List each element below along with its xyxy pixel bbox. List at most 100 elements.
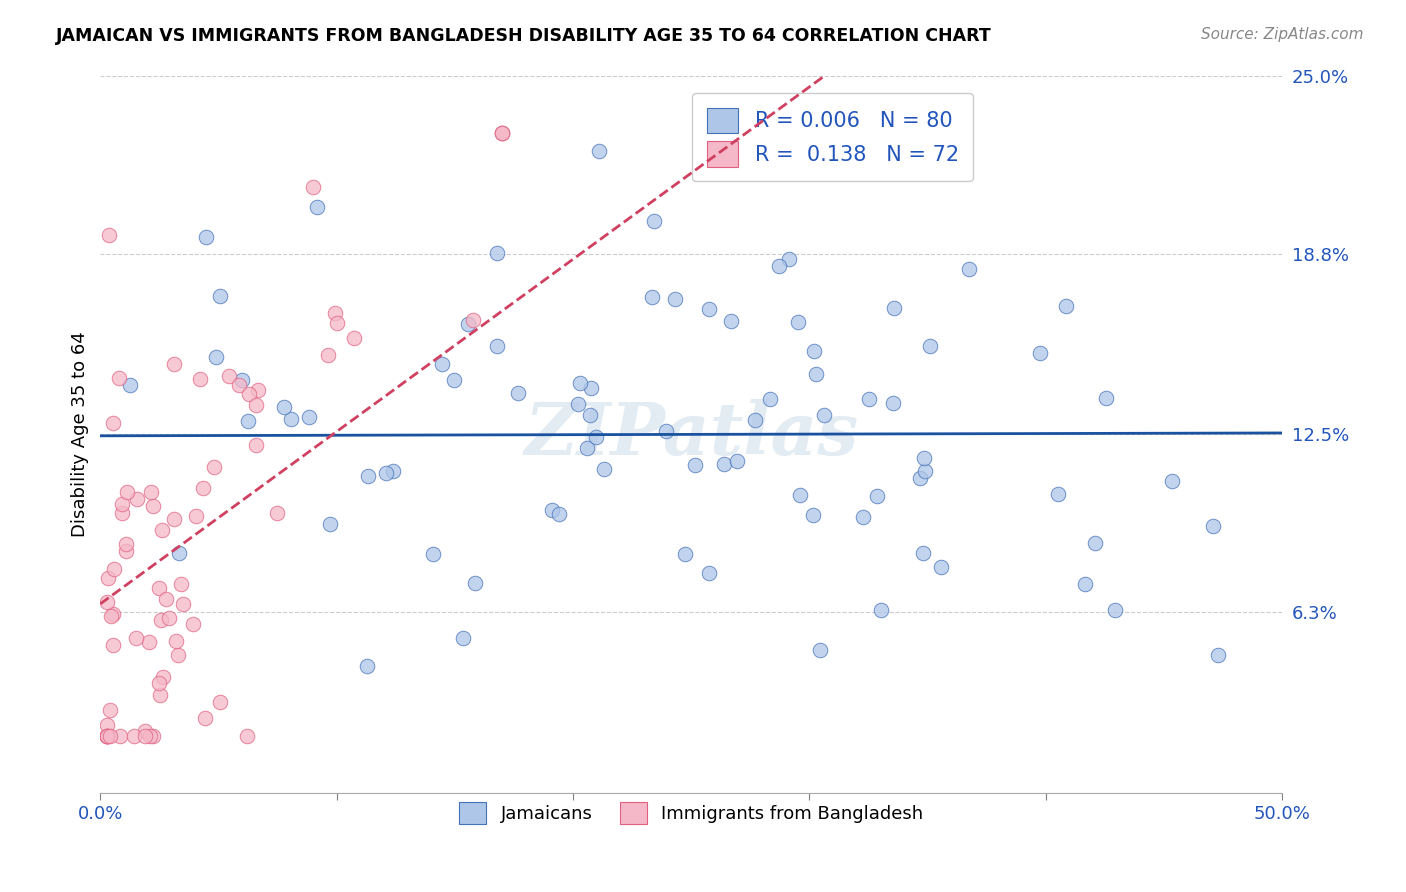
Legend: Jamaicans, Immigrants from Bangladesh: Jamaicans, Immigrants from Bangladesh: [449, 791, 934, 835]
Point: [96, 729, 118, 743]
Point: [170, 576, 193, 591]
Point: [96, 717, 118, 731]
Point: [356, 659, 378, 673]
Point: [491, 126, 513, 140]
Point: [139, 729, 162, 743]
Point: [152, 670, 174, 684]
Point: [273, 400, 295, 414]
Point: [744, 413, 766, 427]
Point: [96, 595, 118, 609]
Point: [464, 576, 486, 591]
Point: [1054, 299, 1077, 313]
Point: [1046, 487, 1069, 501]
Point: [778, 252, 800, 266]
Point: [673, 548, 696, 562]
Point: [202, 459, 225, 474]
Point: [167, 648, 190, 662]
Point: [486, 246, 509, 260]
Point: [218, 369, 240, 384]
Point: [579, 381, 602, 395]
Point: [124, 729, 146, 743]
Point: [858, 392, 880, 406]
Point: [208, 695, 231, 709]
Point: [697, 566, 720, 580]
Point: [204, 350, 226, 364]
Point: [912, 450, 935, 465]
Point: [101, 638, 124, 652]
Point: [266, 506, 288, 520]
Point: [914, 464, 936, 478]
Point: [142, 499, 165, 513]
Point: [806, 367, 828, 381]
Point: [319, 517, 342, 532]
Point: [1028, 345, 1050, 359]
Point: [664, 292, 686, 306]
Point: [141, 729, 163, 743]
Point: [374, 466, 396, 480]
Point: [593, 462, 616, 476]
Point: [1208, 648, 1230, 663]
Point: [548, 508, 571, 522]
Point: [491, 126, 513, 140]
Point: [908, 471, 931, 485]
Point: [96, 729, 118, 743]
Point: [813, 408, 835, 422]
Point: [576, 441, 599, 455]
Text: Source: ZipAtlas.com: Source: ZipAtlas.com: [1201, 27, 1364, 42]
Point: [683, 458, 706, 472]
Point: [134, 729, 156, 743]
Point: [149, 688, 172, 702]
Point: [134, 724, 156, 739]
Point: [159, 611, 181, 625]
Point: [247, 383, 270, 397]
Point: [115, 543, 138, 558]
Point: [1073, 577, 1095, 591]
Point: [115, 537, 138, 551]
Point: [585, 430, 607, 444]
Point: [115, 485, 138, 500]
Point: [461, 313, 484, 327]
Point: [208, 289, 231, 303]
Point: [305, 200, 328, 214]
Point: [280, 412, 302, 426]
Point: [97, 571, 120, 585]
Point: [100, 609, 122, 624]
Point: [430, 358, 453, 372]
Point: [125, 492, 148, 507]
Point: [579, 408, 602, 422]
Point: [108, 729, 131, 743]
Point: [96, 729, 118, 743]
Point: [1095, 391, 1118, 405]
Point: [316, 348, 339, 362]
Point: [96, 729, 118, 743]
Point: [150, 523, 173, 537]
Point: [103, 562, 125, 576]
Point: [382, 464, 405, 478]
Point: [759, 392, 782, 407]
Point: [655, 424, 678, 438]
Point: [801, 508, 824, 522]
Point: [149, 613, 172, 627]
Point: [957, 261, 980, 276]
Point: [167, 546, 190, 560]
Point: [457, 317, 479, 331]
Point: [869, 602, 891, 616]
Point: [98, 703, 121, 717]
Point: [866, 489, 889, 503]
Point: [101, 417, 124, 431]
Point: [111, 497, 134, 511]
Point: [194, 711, 217, 725]
Point: [883, 301, 905, 315]
Point: [236, 729, 259, 743]
Point: [929, 559, 952, 574]
Point: [491, 126, 513, 140]
Point: [588, 144, 610, 158]
Point: [108, 370, 131, 384]
Point: [787, 315, 810, 329]
Point: [96, 729, 118, 743]
Point: [325, 306, 347, 320]
Point: [110, 506, 132, 520]
Point: [725, 453, 748, 467]
Point: [569, 376, 592, 390]
Point: [245, 438, 267, 452]
